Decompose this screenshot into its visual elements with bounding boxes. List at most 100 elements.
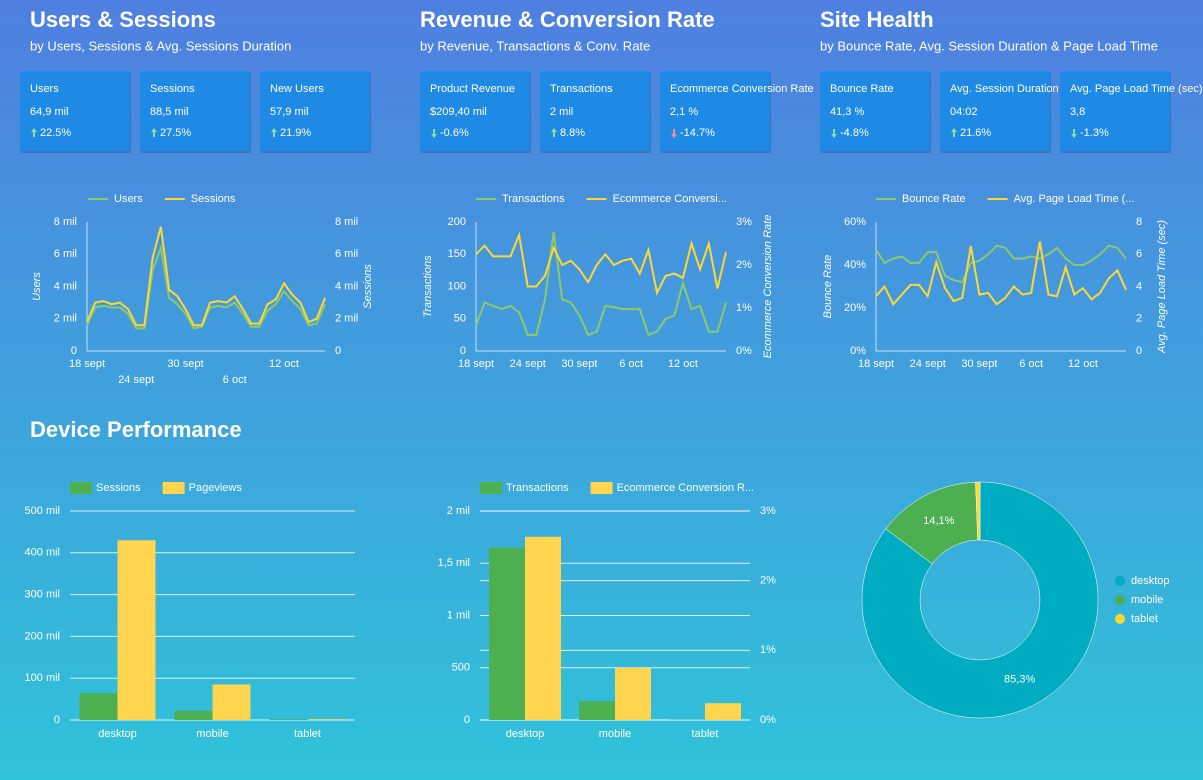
y2-tick-label: 2 mil bbox=[335, 313, 358, 325]
y2-tick-label: 2% bbox=[736, 259, 752, 271]
legend-label: Users bbox=[114, 193, 143, 205]
y-tick-label: 0 bbox=[71, 345, 77, 357]
y2-tick-label: 0 bbox=[1136, 345, 1142, 357]
y-tick-label: 100 mil bbox=[25, 672, 60, 684]
x-tick-label: desktop bbox=[98, 728, 137, 740]
y-tick-label: 300 mil bbox=[25, 589, 60, 601]
donut-slice bbox=[975, 481, 981, 541]
legend-label: Ecommerce Conversion R... bbox=[617, 482, 755, 494]
legend-label: desktop bbox=[1131, 575, 1170, 587]
y-tick-label: 1,5 mil bbox=[438, 557, 470, 569]
x-tick-label: mobile bbox=[599, 728, 631, 740]
y-tick-label: 2 mil bbox=[54, 313, 77, 325]
scorecard bbox=[260, 71, 370, 151]
card-change: -1.3% bbox=[1080, 127, 1109, 139]
y-tick-label: 200 mil bbox=[25, 630, 60, 642]
y2-tick-label: 1% bbox=[736, 302, 752, 314]
section-subtitle: by Bounce Rate, Avg. Session Duration & … bbox=[820, 38, 1158, 53]
y-tick-label: 0 bbox=[54, 714, 60, 726]
card-change: 22.5% bbox=[40, 127, 71, 139]
y-axis-title: Transactions bbox=[422, 255, 434, 318]
legend-label: Sessions bbox=[191, 193, 236, 205]
x-tick-label: 6 oct bbox=[1019, 358, 1043, 370]
x-tick-label: 30 sept bbox=[961, 358, 997, 370]
legend-swatch bbox=[480, 482, 502, 494]
card-value: 2,1 % bbox=[670, 106, 698, 118]
x-tick-label: 12 oct bbox=[668, 358, 698, 370]
section-title: Site Health bbox=[820, 7, 934, 32]
trend-arrow bbox=[431, 129, 437, 138]
card-change: -4.8% bbox=[840, 127, 869, 139]
bar bbox=[489, 547, 525, 720]
x-tick-label: 24 sept bbox=[910, 358, 946, 370]
section-title: Device Performance bbox=[30, 417, 242, 442]
card-change: 21.6% bbox=[960, 127, 991, 139]
card-change: 27.5% bbox=[160, 127, 191, 139]
x-tick-label: 6 oct bbox=[223, 374, 247, 386]
x-tick-label: 18 sept bbox=[458, 358, 494, 370]
y-tick-label: 1 mil bbox=[447, 609, 470, 621]
scorecard bbox=[820, 71, 930, 151]
y-tick-label: 0 bbox=[464, 714, 470, 726]
x-tick-label: 12 oct bbox=[1068, 358, 1098, 370]
legend-label: tablet bbox=[1131, 613, 1158, 625]
legend-swatch bbox=[590, 482, 613, 494]
scorecard bbox=[20, 71, 130, 151]
card-value: 57,9 mil bbox=[270, 106, 309, 118]
x-tick-label: 12 oct bbox=[269, 358, 299, 370]
y2-tick-label: 0% bbox=[760, 714, 776, 726]
slice-label: 14,1% bbox=[923, 515, 954, 527]
trend-arrow bbox=[831, 129, 837, 138]
legend-swatch bbox=[1115, 614, 1125, 624]
card-label: New Users bbox=[270, 83, 324, 95]
legend-label: mobile bbox=[1131, 594, 1163, 606]
x-tick-label: 6 oct bbox=[619, 358, 643, 370]
y2-axis-title: Avg. Page Load Time (sec) bbox=[1156, 220, 1168, 354]
section-subtitle: by Revenue, Transactions & Conv. Rate bbox=[420, 38, 650, 53]
trend-arrow bbox=[1071, 129, 1077, 138]
legend-label: Bounce Rate bbox=[902, 193, 966, 205]
scorecard bbox=[540, 71, 650, 151]
card-change: 21.9% bbox=[280, 127, 311, 139]
line-series bbox=[86, 226, 326, 327]
y-tick-label: 2 mil bbox=[447, 505, 470, 517]
y-tick-label: 0% bbox=[850, 345, 866, 357]
scorecard bbox=[660, 71, 770, 151]
line-series bbox=[475, 231, 727, 296]
y2-tick-label: 8 bbox=[1136, 216, 1142, 228]
y-axis-title: Bounce Rate bbox=[822, 255, 834, 319]
legend-swatch bbox=[1115, 595, 1125, 605]
y2-tick-label: 0% bbox=[736, 345, 752, 357]
y-tick-label: 500 bbox=[452, 662, 470, 674]
y2-axis-title: Sessions bbox=[362, 264, 374, 309]
card-label: Avg. Session Duration bbox=[950, 83, 1059, 95]
y2-tick-label: 0 bbox=[335, 345, 341, 357]
donut-slice bbox=[861, 481, 1099, 719]
bar bbox=[525, 536, 561, 720]
y2-tick-label: 6 mil bbox=[335, 248, 358, 260]
y-tick-label: 500 mil bbox=[25, 505, 60, 517]
bar bbox=[269, 719, 308, 720]
legend-label: Pageviews bbox=[189, 482, 243, 494]
y-tick-label: 150 bbox=[448, 248, 466, 260]
legend-label: Transactions bbox=[502, 193, 565, 205]
bar bbox=[212, 684, 251, 720]
bar bbox=[615, 667, 651, 720]
legend-label: Avg. Page Load Time (... bbox=[1014, 193, 1135, 205]
bar bbox=[705, 703, 741, 720]
card-value: 41,3 % bbox=[830, 106, 864, 118]
y-tick-label: 6 mil bbox=[54, 248, 77, 260]
y-tick-label: 8 mil bbox=[54, 216, 77, 228]
legend-label: Transactions bbox=[506, 482, 569, 494]
trend-arrow bbox=[271, 128, 277, 137]
y-axis-title: Users bbox=[31, 272, 43, 301]
x-tick-label: tablet bbox=[294, 728, 321, 740]
card-label: Sessions bbox=[150, 83, 195, 95]
card-label: Ecommerce Conversion Rate bbox=[670, 83, 814, 95]
section-title: Revenue & Conversion Rate bbox=[420, 7, 715, 32]
y-tick-label: 50 bbox=[454, 313, 466, 325]
x-tick-label: 30 sept bbox=[167, 358, 203, 370]
legend-swatch bbox=[1115, 576, 1125, 586]
card-label: Bounce Rate bbox=[830, 83, 894, 95]
